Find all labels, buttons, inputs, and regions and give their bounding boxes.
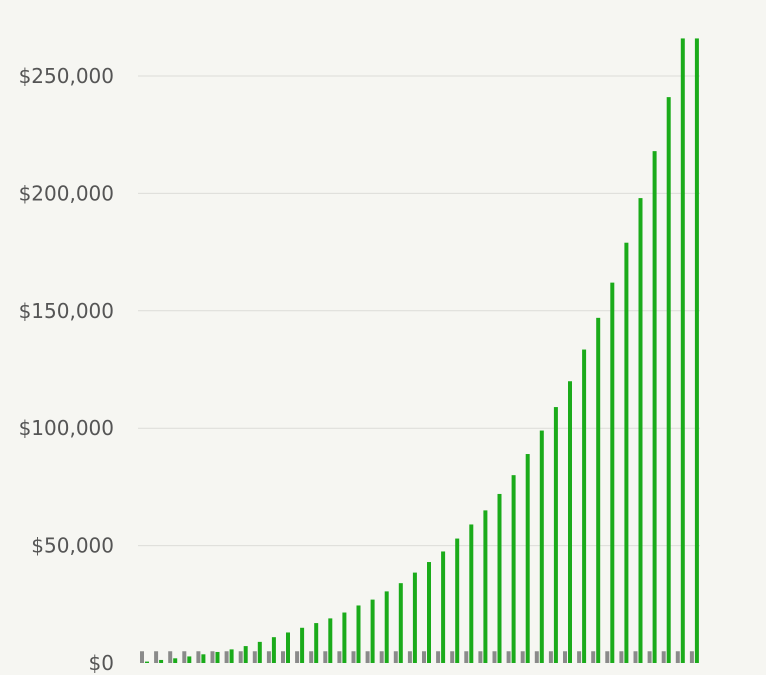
bar-series-2 [568, 381, 572, 663]
y-tick-label: $50,000 [31, 534, 114, 558]
bar-series-2 [441, 551, 446, 663]
bar-series-1 [210, 651, 215, 663]
bar-series-2 [187, 656, 192, 663]
bar-series-1 [450, 651, 455, 663]
bar-series-2 [229, 649, 234, 663]
bar-series-1 [675, 651, 680, 663]
bar-series-2 [370, 599, 375, 663]
bar-series-2 [596, 317, 601, 663]
y-axis-tick-labels: $0 $50,000 $100,000 $150,000 $200,000 $250,00… [19, 64, 114, 675]
bar-series-1 [365, 651, 370, 663]
bar-series-1 [224, 651, 229, 663]
bar-series-1 [548, 651, 553, 663]
bar-series-1 [309, 651, 314, 663]
bar-series-2 [173, 658, 178, 663]
bar-series-2 [539, 430, 544, 663]
bar-series-1 [464, 651, 469, 663]
bar-series-2 [342, 612, 347, 663]
bar-series-2 [314, 623, 319, 663]
bar-series-2 [398, 583, 403, 663]
bar-series-1 [661, 651, 666, 663]
bar-series-1 [323, 651, 328, 663]
bar-series-1 [520, 651, 525, 663]
y-tick-label: $250,000 [19, 64, 114, 88]
bar-series-1 [393, 651, 398, 663]
bar-series-2 [455, 538, 460, 663]
bar-series-2 [384, 591, 389, 663]
gridlines [138, 75, 700, 547]
bar-series-1 [506, 651, 511, 663]
bar-series-1 [140, 651, 144, 663]
bar-series-2 [511, 475, 516, 663]
bar-series-2 [582, 349, 587, 663]
bar-series-1 [577, 651, 582, 663]
bar-series-1 [591, 651, 596, 663]
bar-series-1 [619, 651, 624, 663]
bar-series-1 [337, 651, 342, 663]
bars [140, 38, 699, 664]
bar-series-2 [300, 627, 305, 663]
y-tick-label: $150,000 [19, 299, 114, 323]
bar-series-1 [422, 651, 426, 663]
bar-series-2 [553, 407, 558, 663]
bar-series-1 [605, 651, 610, 663]
bar-series-1 [689, 651, 694, 663]
bar-series-1 [379, 651, 384, 663]
bar-series-1 [295, 651, 300, 663]
bar-series-2 [159, 659, 164, 663]
bar-series-1 [436, 651, 441, 663]
bar-series-1 [252, 651, 257, 663]
y-tick-label: $0 [89, 651, 114, 675]
bar-series-2 [286, 632, 290, 663]
bar-series-2 [328, 618, 333, 663]
bar-series-2 [610, 282, 615, 663]
bar-series-2 [694, 38, 699, 663]
bar-series-2 [483, 510, 488, 663]
bar-series-2 [624, 242, 629, 663]
bar-series-1 [196, 651, 201, 663]
bar-series-2 [145, 661, 149, 663]
bar-series-2 [666, 97, 671, 663]
bar-series-2 [427, 562, 431, 663]
y-tick-label: $200,000 [19, 181, 114, 205]
bar-series-1 [281, 651, 285, 663]
bar-series-2 [469, 524, 474, 663]
y-tick-label: $100,000 [19, 416, 114, 440]
bar-series-1 [492, 651, 497, 663]
bar-series-1 [534, 651, 539, 663]
bar-series-2 [215, 651, 220, 663]
bar-series-1 [238, 651, 243, 663]
bar-series-2 [525, 454, 530, 663]
bar-series-1 [407, 651, 412, 663]
bar-series-1 [154, 651, 159, 663]
bar-series-1 [633, 651, 638, 663]
bar-series-2 [257, 641, 262, 663]
bar-series-1 [647, 651, 652, 663]
bar-series-2 [356, 605, 361, 663]
bar-series-2 [497, 493, 502, 663]
bar-series-1 [168, 651, 173, 663]
bar-series-2 [243, 646, 248, 663]
bar-series-1 [478, 651, 483, 663]
bar-series-2 [412, 572, 417, 663]
bar-series-1 [351, 651, 356, 663]
bar-series-2 [652, 151, 657, 664]
bar-series-2 [680, 38, 685, 663]
bar-series-1 [563, 651, 567, 663]
bar-series-1 [182, 651, 187, 663]
bar-series-2 [638, 198, 643, 663]
bar-series-1 [266, 651, 271, 663]
bar-series-2 [271, 637, 276, 663]
bar-series-2 [201, 654, 206, 663]
